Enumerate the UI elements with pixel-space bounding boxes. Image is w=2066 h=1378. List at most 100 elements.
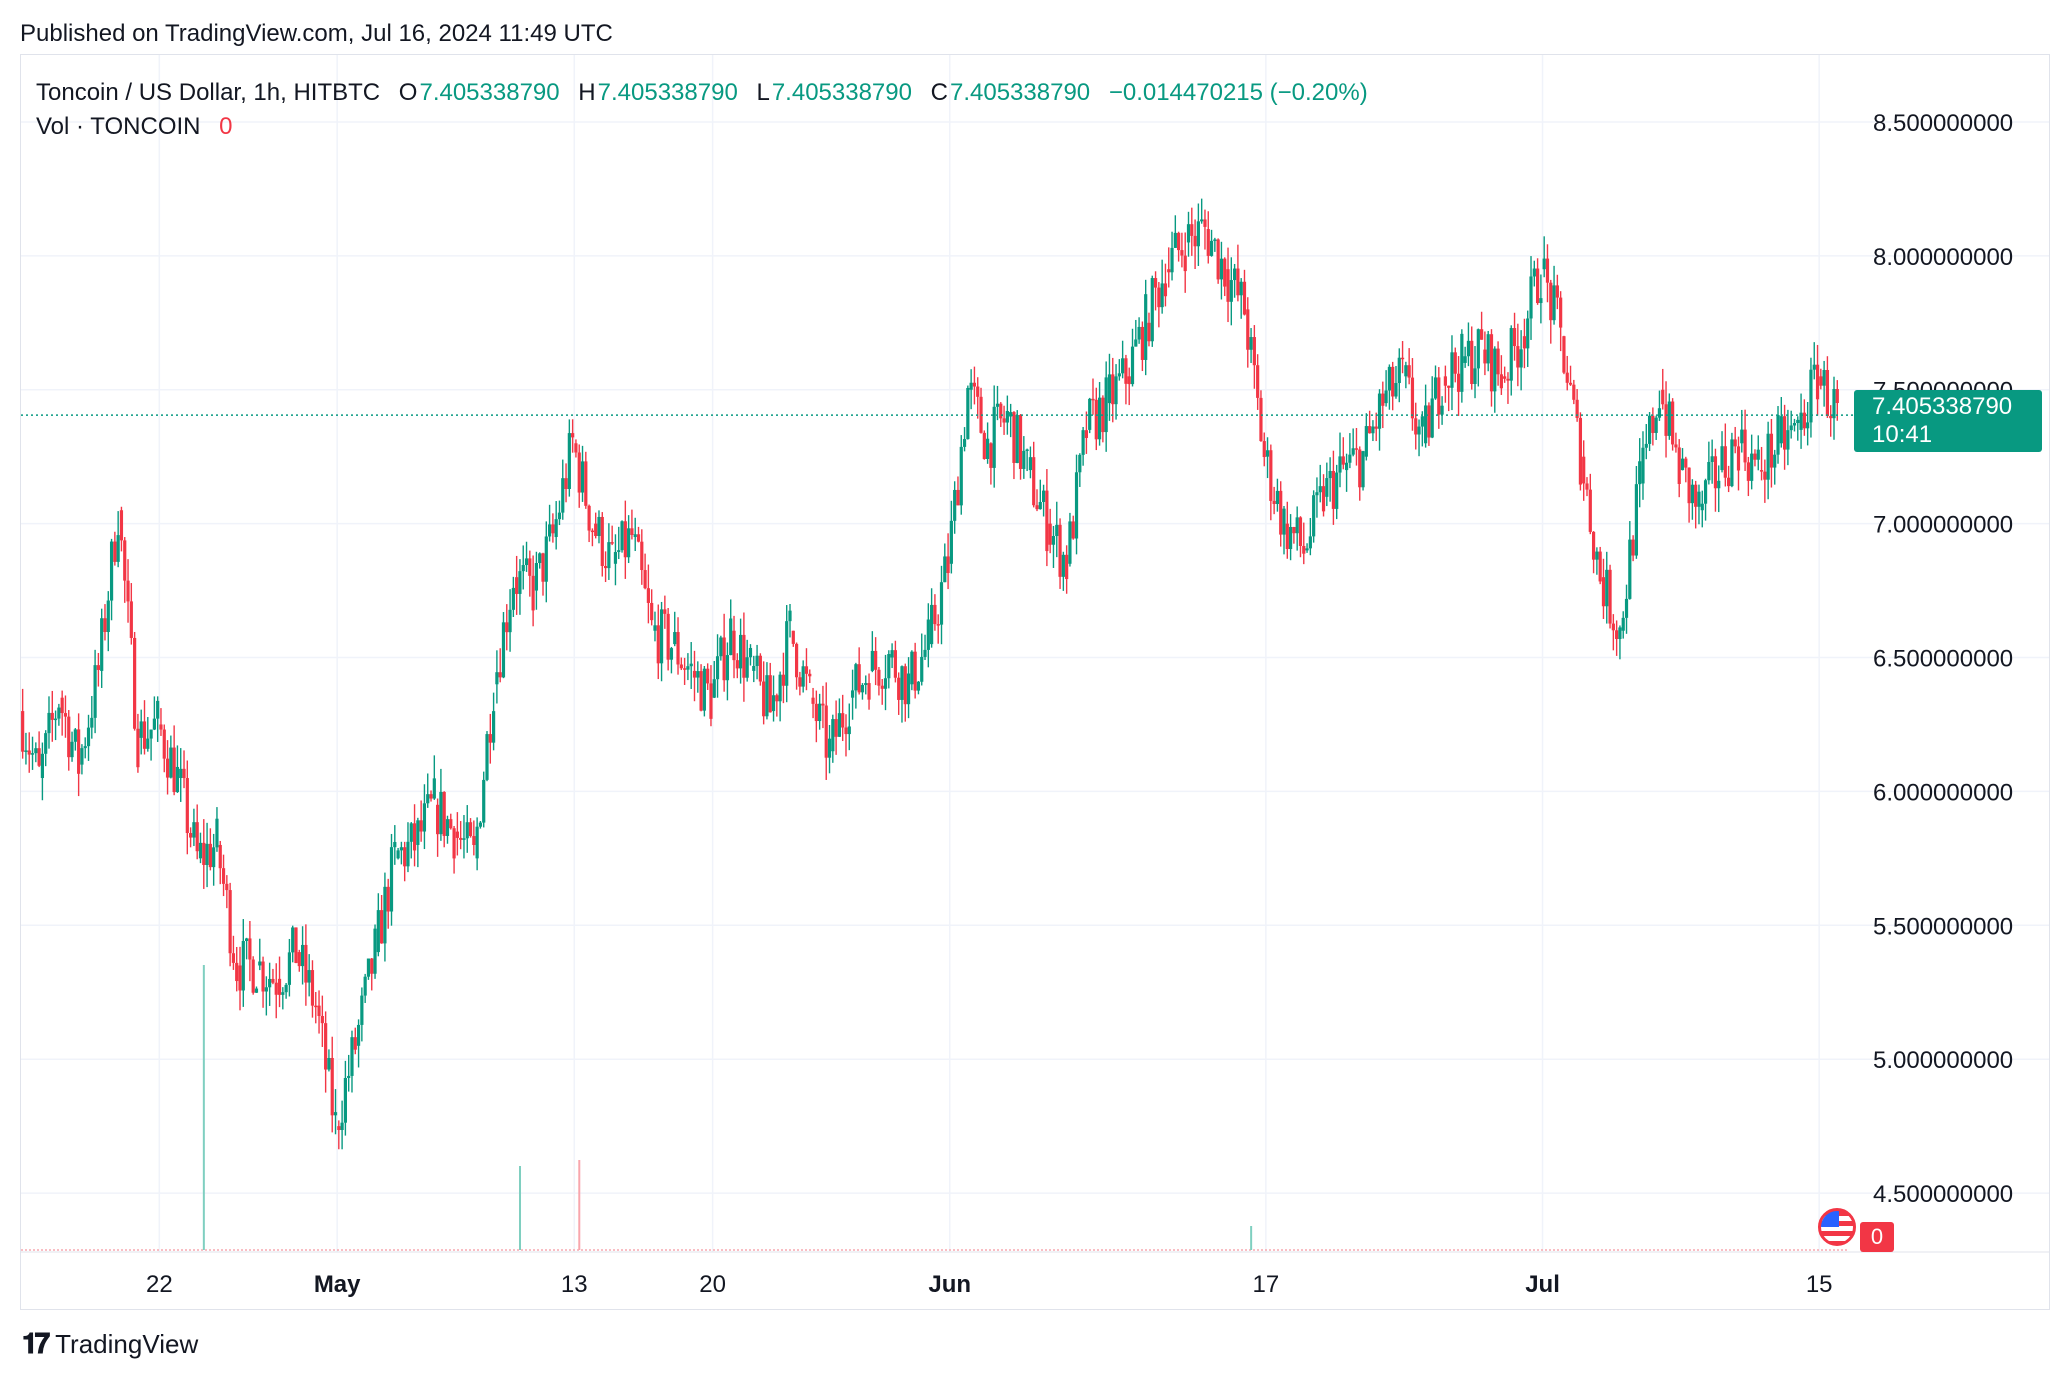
volume-tag: 0 [1860, 1222, 1894, 1252]
candle-body [77, 729, 81, 774]
candle-body [244, 938, 249, 941]
candle-body [1127, 376, 1131, 385]
candle-body [189, 833, 193, 838]
chart-frame[interactable] [20, 54, 2050, 1310]
candle-body [165, 758, 170, 778]
candle-body [752, 665, 756, 671]
time-axis[interactable]: 22 May 13 20 Jun 17 Jul 15 [146, 1271, 1833, 1298]
candle-body [1111, 374, 1115, 405]
candle-body [1703, 480, 1708, 504]
candle-body [992, 406, 996, 468]
candle-body [221, 868, 226, 884]
candle-body [1499, 374, 1503, 389]
candle-body [1628, 539, 1632, 599]
candle-body [1114, 376, 1118, 405]
candle-body [1071, 521, 1075, 539]
candle-body [370, 958, 374, 974]
legend-volume-value: 0 [219, 113, 233, 140]
candle-body [1671, 401, 1675, 445]
volume-bar [202, 965, 205, 1250]
candle-body [860, 685, 865, 693]
candle-body [212, 847, 216, 868]
y-tick-label: 8.000000000 [1873, 244, 2013, 271]
tradingview-logo[interactable]: 𝟏𝟕 TradingView [22, 1328, 198, 1361]
candle-body [136, 728, 140, 768]
candle-body [1091, 398, 1095, 401]
candle-body [1028, 457, 1033, 471]
candle-body [442, 791, 446, 836]
volume-bar [519, 1166, 522, 1250]
candle-body [261, 961, 265, 992]
candle-body [419, 820, 423, 832]
candle-body [1736, 446, 1741, 471]
candles [21, 198, 1839, 1150]
candle-body [511, 587, 515, 610]
candle-body [1368, 426, 1372, 434]
candle-body [1825, 370, 1830, 417]
candle-body [551, 524, 555, 534]
candle-body [1631, 539, 1635, 556]
candle-body [1503, 376, 1507, 379]
candle-body [521, 565, 525, 572]
candle-body [1542, 258, 1546, 270]
candle-body [498, 672, 502, 678]
candle-body [142, 721, 147, 749]
candle-body [1183, 255, 1187, 272]
candle-body [1272, 500, 1276, 505]
candle-body [771, 695, 776, 712]
candle-body [706, 668, 710, 684]
candle-body [574, 443, 578, 453]
us-flag-icon[interactable] [1818, 1208, 1856, 1246]
candle-body [883, 678, 888, 689]
candle-body [1058, 524, 1062, 577]
candle-body [300, 944, 305, 967]
y-tick-label: 4.500000000 [1873, 1181, 2013, 1208]
candle-body [712, 679, 716, 698]
candle-body [791, 630, 795, 644]
candle-body [185, 778, 189, 834]
candle-body [1585, 483, 1589, 490]
y-tick-label: 5.500000000 [1873, 913, 2013, 940]
candle-body [969, 382, 973, 390]
candle-body [844, 727, 848, 735]
candle-body [880, 685, 884, 689]
candle-body [1605, 569, 1609, 607]
candle-body [1819, 376, 1823, 386]
candle-body [1549, 282, 1553, 321]
x-tick-label: 22 [146, 1271, 173, 1298]
candle-body [1638, 461, 1642, 485]
legend-low-value: 7.405338790 [771, 79, 912, 106]
candle-body [208, 843, 212, 868]
candle-body [439, 791, 443, 835]
candle-body [1789, 425, 1793, 431]
candle-body [1305, 548, 1309, 551]
candle-body [1687, 467, 1691, 504]
candle-body [531, 575, 535, 611]
candle-body [1137, 326, 1141, 340]
legend-close-value: 7.405338790 [950, 79, 1091, 106]
candle-body [995, 403, 1000, 407]
candle-body [903, 666, 907, 705]
candle-body [1015, 414, 1019, 463]
candle-body [1519, 349, 1523, 368]
candle-body [623, 521, 627, 558]
candle-body [445, 819, 450, 836]
candle-body [1496, 348, 1500, 375]
candle-body [600, 516, 604, 567]
candle-body [455, 831, 459, 838]
legend-symbol: Toncoin / US Dollar, 1h, HITBTC [36, 79, 381, 106]
candle-body [1756, 449, 1760, 460]
candle-body [1621, 617, 1625, 631]
candle-body [403, 847, 407, 867]
candle-body [683, 668, 687, 670]
candle-body [1480, 329, 1484, 340]
candle-body [1209, 240, 1214, 256]
candle-body [1051, 536, 1056, 545]
price-axis[interactable]: 8.5000000008.0000000007.5000000007.00000… [1873, 110, 2013, 1208]
candle-body [268, 978, 272, 988]
candle-body [696, 671, 700, 678]
candle-body [1216, 239, 1220, 280]
candle-body [182, 768, 186, 779]
candle-body [304, 944, 308, 983]
